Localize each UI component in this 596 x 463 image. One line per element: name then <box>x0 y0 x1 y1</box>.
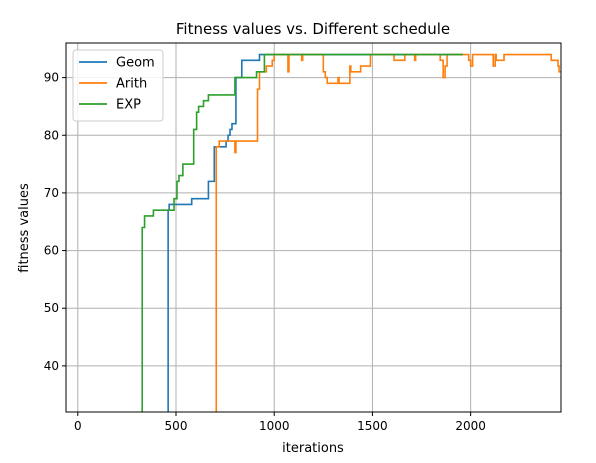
legend-label-exp: EXP <box>116 98 141 113</box>
y-tick-label: 80 <box>44 128 59 142</box>
x-tick-label: 1500 <box>357 419 388 433</box>
legend: Geom Arith EXP <box>72 49 164 122</box>
x-tick-label: 2000 <box>455 419 486 433</box>
legend-label-arith: Arith <box>116 77 147 92</box>
y-axis-title: fitness values <box>17 183 32 273</box>
plot-frame <box>65 42 562 413</box>
y-tick-label: 40 <box>44 359 59 373</box>
y-tick-label: 60 <box>44 244 59 258</box>
chart-title: Fitness values vs. Different schedule <box>176 20 450 38</box>
legend-label-geom: Geom <box>116 56 155 71</box>
grid <box>66 43 561 412</box>
x-tick-label: 1000 <box>259 419 290 433</box>
series-lines <box>141 53 561 412</box>
ticks: 0 500 1000 1500 2000 40 50 60 70 80 90 <box>44 71 486 433</box>
x-tick-label: 500 <box>165 419 188 433</box>
x-tick-label: 0 <box>74 419 82 433</box>
y-tick-label: 90 <box>44 71 59 85</box>
y-tick-label: 70 <box>44 186 59 200</box>
series-line-arith <box>215 53 561 412</box>
y-tick-label: 50 <box>44 301 59 315</box>
x-axis-title: iterations <box>282 441 344 456</box>
series-line-exp <box>141 53 463 412</box>
